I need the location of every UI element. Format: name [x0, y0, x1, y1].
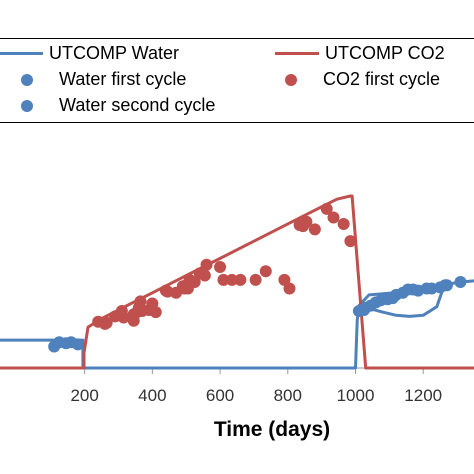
point-co2-first-cycle [198, 269, 211, 282]
x-tick-label: 400 [138, 386, 166, 405]
x-tick-label: 200 [70, 386, 98, 405]
point-co2-first-cycle [308, 223, 321, 236]
point-co2-first-cycle [327, 211, 340, 224]
point-water-second-cycle [454, 276, 467, 288]
x-axis-label: Time (days) [213, 418, 331, 441]
point-co2-first-cycle [344, 235, 357, 248]
legend-label-water-first: Water first cycle [59, 69, 187, 89]
point-co2-first-cycle [100, 316, 113, 329]
legend-item-water-first: Water first cycle [0, 69, 186, 90]
x-tick-label: 600 [206, 386, 234, 405]
legend-item-utcomp-water: UTCOMP Water [0, 43, 179, 64]
series-line-utcomp-water-lower-branch- [358, 286, 445, 318]
point-co2-first-cycle [320, 202, 333, 215]
point-water-second-cycle [440, 279, 453, 292]
point-co2-first-cycle [283, 282, 296, 295]
x-tick-label: 1200 [404, 386, 442, 405]
point-co2-first-cycle [234, 273, 247, 286]
legend-dot-water-first [21, 73, 33, 86]
point-co2-first-cycle [225, 273, 238, 286]
point-co2-first-cycle [300, 215, 313, 228]
x-tick-label: 800 [274, 386, 302, 405]
point-co2-first-cycle [259, 265, 272, 278]
legend-label-co2-first: CO2 first cycle [323, 69, 441, 89]
point-co2-first-cycle [117, 311, 130, 324]
legend-label-utcomp-water: UTCOMP Water [49, 43, 180, 63]
point-co2-first-cycle [249, 273, 262, 286]
legend-dot-water-second [21, 99, 33, 112]
legend-item-water-second: Water second cycle [0, 95, 215, 116]
series-line-utcomp-co2 [0, 194, 474, 370]
x-tick-label: 1000 [337, 386, 375, 405]
legend-item-utcomp-co2: UTCOMP CO2 [275, 43, 445, 64]
legend-item-co2-first: CO2 first cycle [263, 69, 440, 90]
legend: UTCOMP Water UTCOMP CO2 Water first cycl… [0, 38, 474, 123]
legend-line-water [0, 52, 43, 55]
point-co2-first-cycle [214, 260, 227, 273]
legend-label-water-second: Water second cycle [59, 95, 216, 115]
point-co2-first-cycle [200, 258, 213, 271]
point-co2-first-cycle [149, 306, 162, 319]
legend-label-utcomp-co2: UTCOMP CO2 [325, 43, 445, 63]
point-co2-first-cycle [217, 273, 230, 286]
point-co2-first-cycle [134, 295, 147, 308]
legend-line-co2 [275, 52, 319, 55]
legend-dot-co2-first [285, 73, 297, 86]
point-co2-first-cycle [337, 217, 350, 230]
point-water-first-cycle [71, 338, 84, 351]
